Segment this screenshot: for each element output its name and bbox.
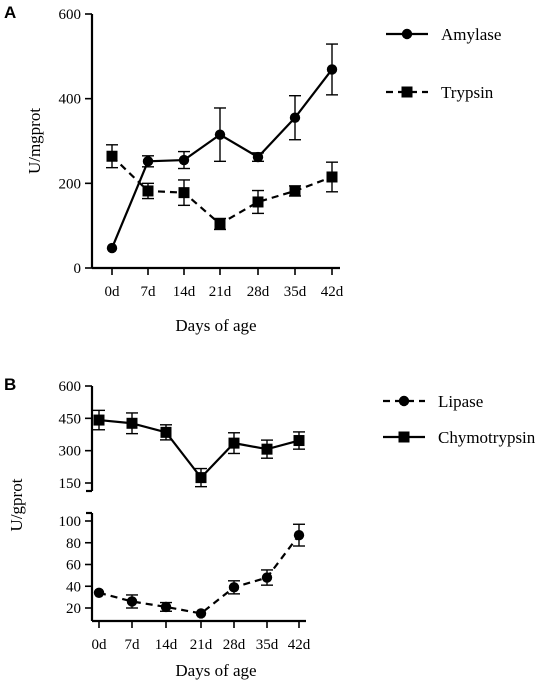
chart-b-x-tick-label: 35d bbox=[256, 637, 279, 653]
chart-b: U/gprot Days of age 150 300 450 600 20 40 60 80… bbox=[7, 379, 311, 680]
chart-a-xlabel: Days of age bbox=[175, 316, 256, 335]
chart-b-x-tick-label: 0d bbox=[92, 637, 108, 653]
chart-a-y-tick-label: 200 bbox=[59, 176, 82, 192]
series-amylase-point bbox=[326, 64, 338, 75]
series-chymotrypsin-point bbox=[195, 472, 207, 484]
series-trypsin-point bbox=[214, 218, 226, 230]
chart-a-x-tick-label: 21d bbox=[209, 284, 232, 300]
chart-a-x-tick-label: 42d bbox=[321, 284, 344, 300]
chart-a-ylabel: U/mgprot bbox=[25, 108, 44, 174]
chart-b-ylabel: U/gprot bbox=[7, 478, 26, 531]
chart-b-y-tick-label: 80 bbox=[66, 536, 81, 552]
series-lipase-point bbox=[228, 582, 240, 593]
legend-amylase-label: Amylase bbox=[441, 25, 501, 44]
series-amylase-point bbox=[289, 112, 301, 123]
chart-b-legend: Lipase Chymotrypsin bbox=[383, 392, 536, 447]
series-trypsin-point bbox=[252, 196, 264, 208]
chart-a-y-tick-label: 400 bbox=[59, 92, 82, 108]
series-trypsin-point bbox=[289, 185, 301, 197]
legend-amylase-marker bbox=[401, 28, 413, 40]
legend-chymotrypsin-label: Chymotrypsin bbox=[438, 428, 536, 447]
chart-b-x-tick-label: 14d bbox=[155, 637, 178, 653]
series-chymotrypsin-point bbox=[160, 426, 172, 438]
series-amylase-point bbox=[178, 154, 190, 166]
legend-chymotrypsin-marker bbox=[398, 431, 410, 443]
chart-a-x-tick-label: 28d bbox=[247, 284, 270, 300]
series-amylase-point bbox=[214, 129, 226, 140]
chart-a-x-tick-label: 0d bbox=[105, 284, 121, 300]
series-amylase-point bbox=[106, 242, 118, 254]
panel-label-a: A bbox=[4, 3, 16, 22]
chart-a-x-tick-label: 14d bbox=[173, 284, 196, 300]
series-chymotrypsin-point bbox=[126, 417, 138, 429]
series-chymotrypsin-point bbox=[261, 443, 273, 455]
series-amylase-point bbox=[252, 151, 264, 163]
chart-b-x-tick-label: 42d bbox=[288, 637, 311, 653]
chart-a-y-tick-label: 0 bbox=[74, 261, 82, 277]
legend-lipase-marker bbox=[398, 395, 410, 407]
chart-b-y-tick-label: 150 bbox=[59, 476, 82, 492]
series-trypsin-point bbox=[178, 187, 190, 199]
legend-lipase-label: Lipase bbox=[438, 392, 483, 411]
chart-a-y-tick-label: 600 bbox=[59, 7, 82, 23]
series-lipase-point bbox=[261, 572, 273, 583]
series-trypsin-point bbox=[142, 185, 154, 197]
chart-a-x-tick-label: 35d bbox=[284, 284, 307, 300]
series-trypsin-point bbox=[326, 171, 338, 183]
panel-label-b: B bbox=[4, 375, 16, 394]
series-lipase-point bbox=[195, 608, 207, 619]
series-lipase-point bbox=[160, 601, 172, 613]
series-amylase-point bbox=[142, 156, 154, 167]
series-lipase-point bbox=[293, 529, 305, 541]
chart-b-y-tick-label: 300 bbox=[59, 444, 82, 460]
series-lipase-point bbox=[126, 596, 138, 607]
legend-trypsin-label: Trypsin bbox=[441, 83, 494, 102]
chart-a-legend: Amylase Trypsin bbox=[386, 25, 501, 102]
legend-trypsin-marker bbox=[401, 86, 413, 98]
series-chymotrypsin-point bbox=[93, 414, 105, 426]
chart-b-y-tick-label: 20 bbox=[66, 601, 81, 617]
series-lipase-point bbox=[93, 587, 105, 598]
series-chymotrypsin-point bbox=[293, 435, 305, 447]
chart-a-x-tick-label: 7d bbox=[141, 284, 157, 300]
chart-b-y-tick-label: 450 bbox=[59, 411, 82, 427]
chart-b-y-tick-label: 600 bbox=[59, 379, 82, 395]
chart-b-x-tick-label: 21d bbox=[190, 637, 213, 653]
chart-b-x-tick-label: 7d bbox=[125, 637, 141, 653]
chart-a: U/mgprot Days of age 0 200 400 600 0d 7d 14d 21… bbox=[25, 7, 344, 335]
chart-b-x-tick-label: 28d bbox=[223, 637, 246, 653]
chart-b-y-tick-label: 100 bbox=[59, 514, 82, 530]
chart-b-xlabel: Days of age bbox=[175, 661, 256, 680]
series-chymotrypsin-point bbox=[228, 437, 240, 449]
chart-b-y-tick-label: 40 bbox=[66, 579, 81, 595]
chart-b-y-tick-label: 60 bbox=[66, 558, 81, 574]
series-trypsin-point bbox=[106, 150, 118, 162]
